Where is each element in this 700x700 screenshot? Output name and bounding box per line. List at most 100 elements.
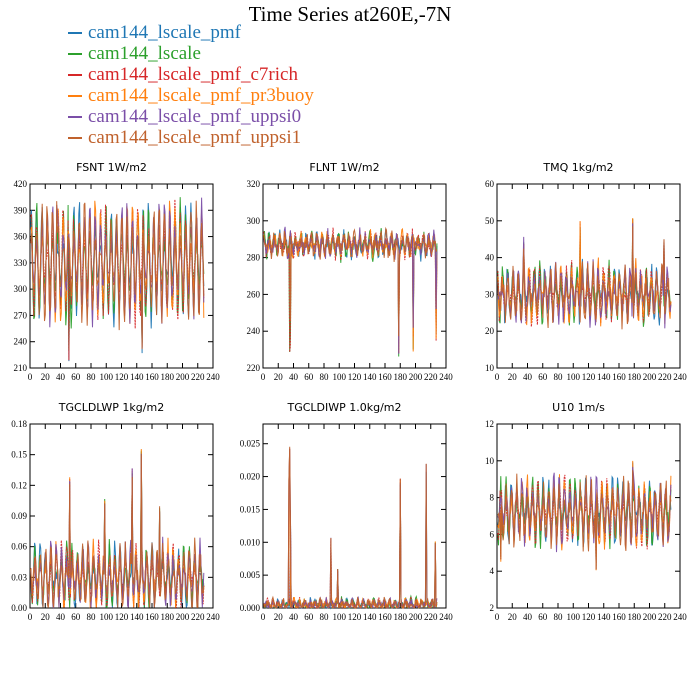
x-tick-label: 200 [176,612,190,622]
x-tick-label: 200 [176,372,190,382]
y-tick-label: 270 [14,310,28,320]
series-line-5 [30,200,205,350]
x-tick-label: 200 [409,372,423,382]
legend-swatch [68,31,82,34]
y-tick-label: 0.005 [240,570,261,580]
legend: cam144_lscale_pmf cam144_lscale cam144_l… [68,22,314,148]
y-tick-label: 0.09 [11,511,27,521]
panel-title: TGCLDLWP 1kg/m2 [58,401,164,414]
x-tick-label: 60 [304,612,314,622]
x-tick-label: 60 [538,612,548,622]
x-tick-label: 220 [424,372,438,382]
y-tick-label: 60 [485,179,495,189]
y-tick-label: 320 [247,179,261,189]
x-tick-label: 100 [567,612,581,622]
legend-swatch [68,52,82,55]
y-tick-label: 0.00 [11,603,27,613]
x-tick-label: 200 [643,372,657,382]
x-tick-label: 80 [554,612,564,622]
x-tick-label: 160 [612,372,626,382]
x-tick-label: 160 [145,612,159,622]
y-tick-label: 0.15 [11,450,27,460]
x-tick-label: 240 [206,372,220,382]
x-tick-label: 200 [643,612,657,622]
y-tick-label: 260 [247,289,261,299]
x-tick-label: 40 [289,372,299,382]
y-tick-label: 20 [485,326,495,336]
x-tick-label: 0 [261,612,266,622]
legend-label: cam144_lscale_pmf_c7rich [88,64,298,85]
series-line-3 [30,448,205,609]
y-tick-label: 0.12 [11,480,27,490]
x-tick-label: 80 [320,372,330,382]
x-tick-label: 240 [206,612,220,622]
y-tick-label: 0.025 [240,439,261,449]
y-tick-label: 12 [485,419,494,429]
legend-label: cam144_lscale_pmf_pr3buoy [88,85,314,106]
x-tick-label: 80 [320,612,330,622]
x-tick-label: 20 [274,612,284,622]
x-tick-label: 80 [87,612,97,622]
legend-item: cam144_lscale [68,43,314,64]
x-tick-label: 120 [582,372,596,382]
x-tick-label: 220 [658,372,672,382]
y-tick-label: 2 [490,603,495,613]
x-tick-label: 240 [673,372,687,382]
series-line-5 [497,470,672,570]
y-tick-label: 330 [14,258,28,268]
legend-swatch [68,73,82,76]
x-tick-label: 220 [424,612,438,622]
x-tick-label: 20 [508,372,518,382]
x-tick-label: 140 [130,612,144,622]
y-tick-label: 210 [14,363,28,373]
y-tick-label: 8 [490,493,495,503]
x-tick-label: 60 [71,612,81,622]
x-tick-label: 40 [289,612,299,622]
legend-label: cam144_lscale_pmf_uppsi0 [88,106,302,127]
series-line-5 [497,226,672,330]
x-tick-label: 180 [161,612,175,622]
x-tick-label: 80 [87,372,97,382]
x-tick-label: 180 [394,612,408,622]
y-tick-label: 390 [14,205,28,215]
x-tick-label: 60 [538,372,548,382]
y-tick-label: 0.020 [240,472,261,482]
x-tick-label: 40 [523,372,533,382]
x-tick-label: 240 [439,612,453,622]
y-tick-label: 220 [247,363,261,373]
y-tick-label: 10 [485,363,495,373]
x-tick-label: 160 [378,612,392,622]
x-tick-label: 180 [628,372,642,382]
x-tick-label: 40 [56,372,66,382]
x-tick-label: 20 [274,372,284,382]
legend-swatch [68,136,82,139]
legend-swatch [68,94,82,97]
legend-swatch [68,115,82,118]
figure-title: Time Series at260E,-7N [248,2,452,26]
x-tick-label: 240 [673,612,687,622]
panel-title: TMQ 1kg/m2 [542,161,613,174]
y-tick-label: 420 [14,179,28,189]
legend-label: cam144_lscale_pmf_uppsi1 [88,127,302,148]
x-tick-label: 220 [658,612,672,622]
y-tick-label: 0.015 [240,504,261,514]
x-tick-label: 160 [612,612,626,622]
x-tick-label: 160 [378,372,392,382]
x-tick-label: 140 [363,372,377,382]
y-tick-label: 300 [247,216,261,226]
y-tick-label: 0.03 [11,572,27,582]
y-tick-label: 240 [247,326,261,336]
x-tick-label: 80 [554,372,564,382]
x-tick-label: 120 [115,612,129,622]
panel-title: TGCLDIWP 1.0kg/m2 [286,401,401,414]
y-tick-label: 10 [485,456,495,466]
legend-item: cam144_lscale_pmf_uppsi0 [68,106,314,127]
panel-title: FSNT 1W/m2 [76,161,147,174]
x-tick-label: 140 [363,612,377,622]
x-tick-label: 20 [508,612,518,622]
x-tick-label: 120 [582,612,596,622]
x-tick-label: 60 [71,372,81,382]
y-tick-label: 0.000 [240,603,261,613]
x-tick-label: 140 [597,372,611,382]
